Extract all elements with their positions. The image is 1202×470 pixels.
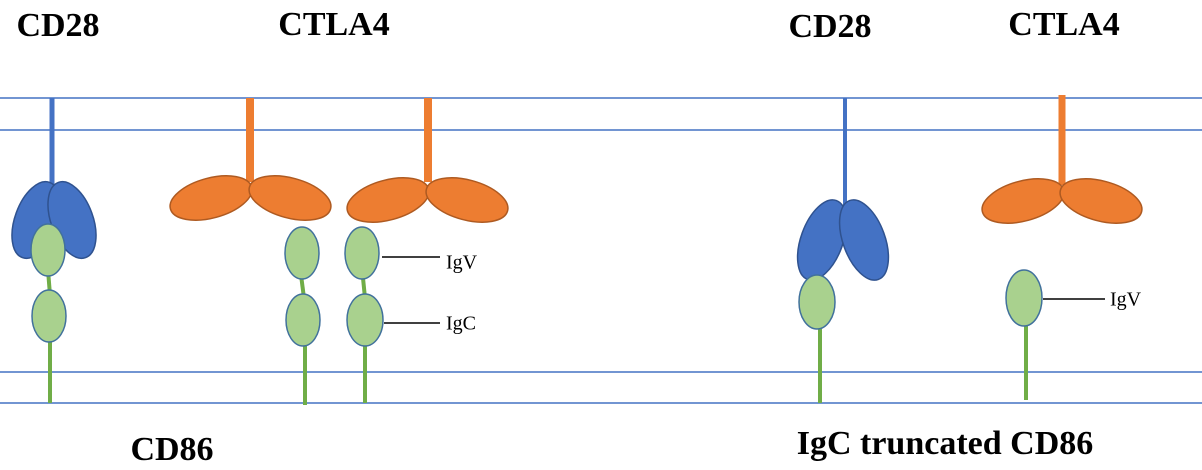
label: IgC truncated CD86 [797,425,1094,462]
diagram: CD28 CTLA4 CD28 CTLA4 CD86 IgC truncated… [0,0,1202,470]
membranes [0,98,1202,403]
label: CTLA4 [278,6,389,43]
domain-label: IgV [1110,289,1142,311]
domain-label: IgV [446,252,478,274]
label: CD86 [130,431,213,468]
label: CD28 [16,7,99,44]
ctla4-right [977,95,1146,400]
label: CD28 [788,8,871,45]
cd28-left [3,98,106,403]
cd28-right [788,98,898,403]
label: CTLA4 [1008,6,1119,43]
domain-label: IgC [446,313,476,335]
